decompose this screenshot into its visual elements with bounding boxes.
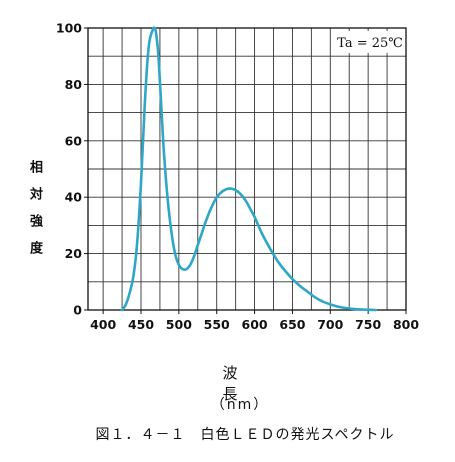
annotation-box — [338, 31, 402, 53]
y-tick-label: 60 — [65, 133, 83, 148]
y-tick-label: 20 — [65, 246, 83, 261]
y-tick-label: 40 — [65, 190, 83, 205]
y-axis-label: 相対強度 — [27, 160, 42, 268]
x-tick-label: 550 — [204, 317, 230, 332]
x-tick-label: 600 — [242, 317, 268, 332]
x-axis-label: 波 長 — [222, 364, 313, 403]
x-axis-unit: （nm） — [210, 397, 270, 413]
x-tick-label: 500 — [166, 317, 192, 332]
condition-annotation: Ta = 25℃ — [337, 36, 403, 51]
plot-frame — [87, 27, 407, 311]
figure-caption: 図１．４－１ 白色ＬＥＤの発光スペクトル — [95, 427, 395, 443]
x-tick-label: 700 — [317, 317, 343, 332]
x-tick-label: 400 — [90, 317, 116, 332]
y-tick-label: 100 — [56, 21, 82, 36]
x-tick-label: 650 — [279, 317, 305, 332]
x-tick-label: 750 — [355, 317, 381, 332]
x-tick-label: 800 — [393, 317, 419, 332]
y-tick-label: 80 — [65, 77, 83, 92]
spectrum-line — [120, 26, 377, 312]
x-tick-label: 450 — [128, 317, 154, 332]
y-tick-label: 0 — [73, 303, 82, 318]
